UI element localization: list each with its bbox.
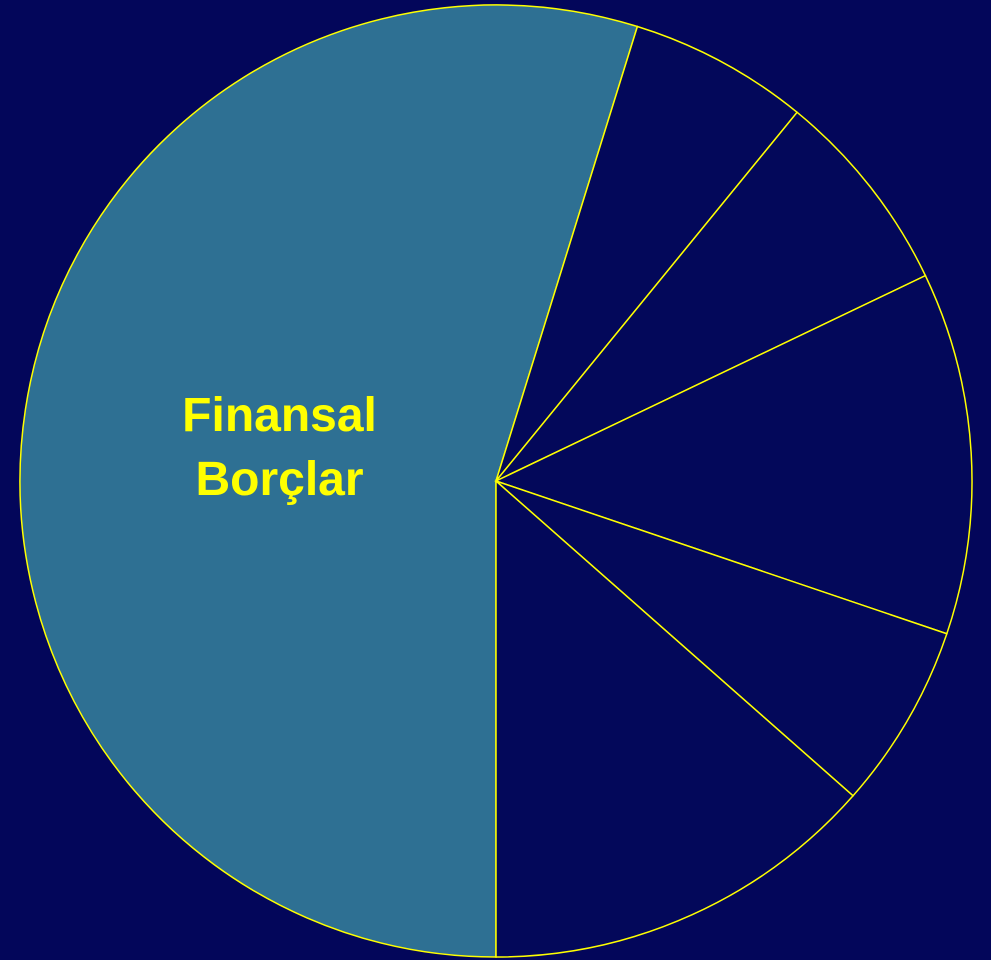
pie-slice bbox=[495, 111, 927, 482]
slice-label: Finansal Borçlar bbox=[182, 389, 377, 507]
pie-slice bbox=[495, 480, 948, 797]
pie-slice bbox=[19, 4, 639, 958]
pie-slice bbox=[495, 479, 855, 958]
pie-slice bbox=[494, 274, 973, 635]
pie-slice bbox=[495, 25, 799, 482]
